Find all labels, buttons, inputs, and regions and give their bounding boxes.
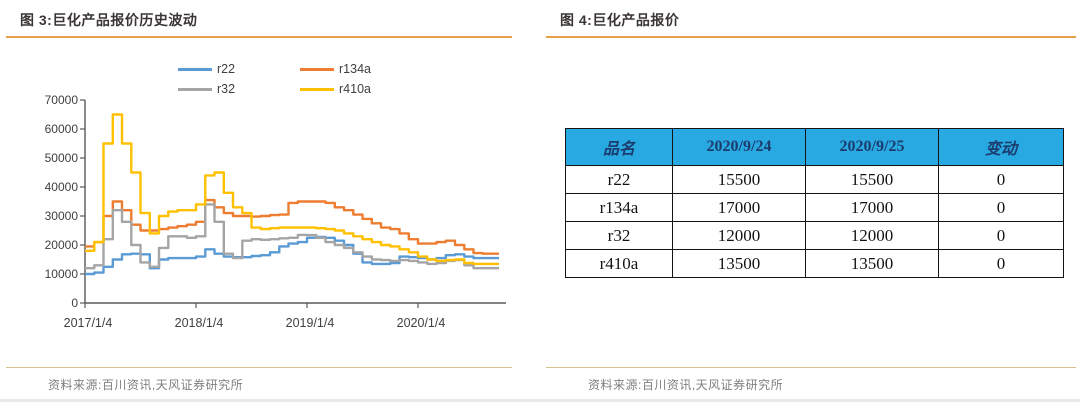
figure4-title-rule <box>546 36 1076 38</box>
legend-marker-r32 <box>178 87 212 91</box>
figure4-panel: 图 4:巨化产品报价 品名 2020/9/24 2020/9/25 变动 r22 155… <box>540 0 1080 402</box>
price-history-line-chart <box>80 99 506 308</box>
x-axis-label: 2019/1/4 <box>285 316 335 330</box>
table-cell: 17000 <box>672 193 806 222</box>
y-axis-label: 10000 <box>44 267 78 281</box>
legend-marker-r410a <box>300 87 334 91</box>
table-cell: 12000 <box>805 221 939 250</box>
table-cell: 0 <box>938 221 1064 250</box>
x-axis-label: 2018/1/4 <box>174 316 224 330</box>
chart-axes <box>84 100 506 304</box>
y-axis-label: 20000 <box>44 238 78 252</box>
table-cell: 0 <box>938 249 1064 278</box>
table-cell: r410a <box>565 249 673 278</box>
y-axis-label: 50000 <box>44 151 78 165</box>
y-axis-label: 70000 <box>44 93 78 107</box>
table-cell: r22 <box>565 165 673 194</box>
table-header-cell: 品名 <box>565 128 673 166</box>
series-line-r32 <box>85 203 499 270</box>
y-axis-label: 30000 <box>44 209 78 223</box>
table-header-cell: 变动 <box>938 128 1064 166</box>
figure3-panel: 图 3:巨化产品报价历史波动 r22 r134a r32 r410a 0 10000 20… <box>6 12 512 392</box>
figure3-source: 资料来源:百川资讯,天风证券研究所 <box>48 378 244 392</box>
table-cell: r32 <box>565 221 673 250</box>
figure4-title: 图 4:巨化产品报价 <box>560 12 680 28</box>
series-line-r410a <box>85 113 499 266</box>
legend-label: r134a <box>339 62 371 76</box>
table-cell: 17000 <box>805 193 939 222</box>
x-axis-label: 2017/1/4 <box>63 316 113 330</box>
table-header-cell: 2020/9/24 <box>672 128 806 166</box>
legend-marker-r22 <box>178 67 212 71</box>
table-header-cell: 2020/9/25 <box>805 128 939 166</box>
figure3-title-rule <box>6 36 512 38</box>
x-axis-label: 2020/1/4 <box>396 316 446 330</box>
table-row: r32 12000 12000 0 <box>565 221 1064 250</box>
legend-label: r32 <box>217 82 236 96</box>
legend-label: r22 <box>217 62 236 76</box>
table-cell: r134a <box>565 193 673 222</box>
table-cell: 12000 <box>672 221 806 250</box>
table-cell: 13500 <box>672 249 806 278</box>
legend-item-r134a: r134a <box>300 61 371 77</box>
product-quote-table: 品名 2020/9/24 2020/9/25 变动 r22 15500 15500 0 r13… <box>565 128 1064 278</box>
table-row: r22 15500 15500 0 <box>565 165 1064 194</box>
legend-item-r32: r32 <box>178 81 235 97</box>
series-line-r134a <box>85 198 499 255</box>
table-row: r134a 17000 17000 0 <box>565 193 1064 222</box>
y-axis-label: 60000 <box>44 122 78 136</box>
legend-item-r410a: r410a <box>300 81 371 97</box>
figure3-footer-rule <box>6 367 512 368</box>
table-cell: 15500 <box>672 165 806 194</box>
y-axis-label: 0 <box>71 296 78 310</box>
figure4-footer-rule <box>546 367 1076 368</box>
table-cell: 15500 <box>805 165 939 194</box>
legend-item-r22: r22 <box>178 61 235 77</box>
page-bottom-divider <box>0 399 1080 402</box>
legend-marker-r134a <box>300 67 334 71</box>
table-cell: 0 <box>938 193 1064 222</box>
table-cell: 13500 <box>805 249 939 278</box>
y-axis-label: 40000 <box>44 180 78 194</box>
figure3-title: 图 3:巨化产品报价历史波动 <box>20 12 198 28</box>
table-header-row: 品名 2020/9/24 2020/9/25 变动 <box>565 128 1064 166</box>
table-cell: 0 <box>938 165 1064 194</box>
legend-label: r410a <box>339 82 371 96</box>
table-row: r410a 13500 13500 0 <box>565 249 1064 278</box>
figure4-source: 资料来源:百川资讯,天风证券研究所 <box>588 378 784 392</box>
